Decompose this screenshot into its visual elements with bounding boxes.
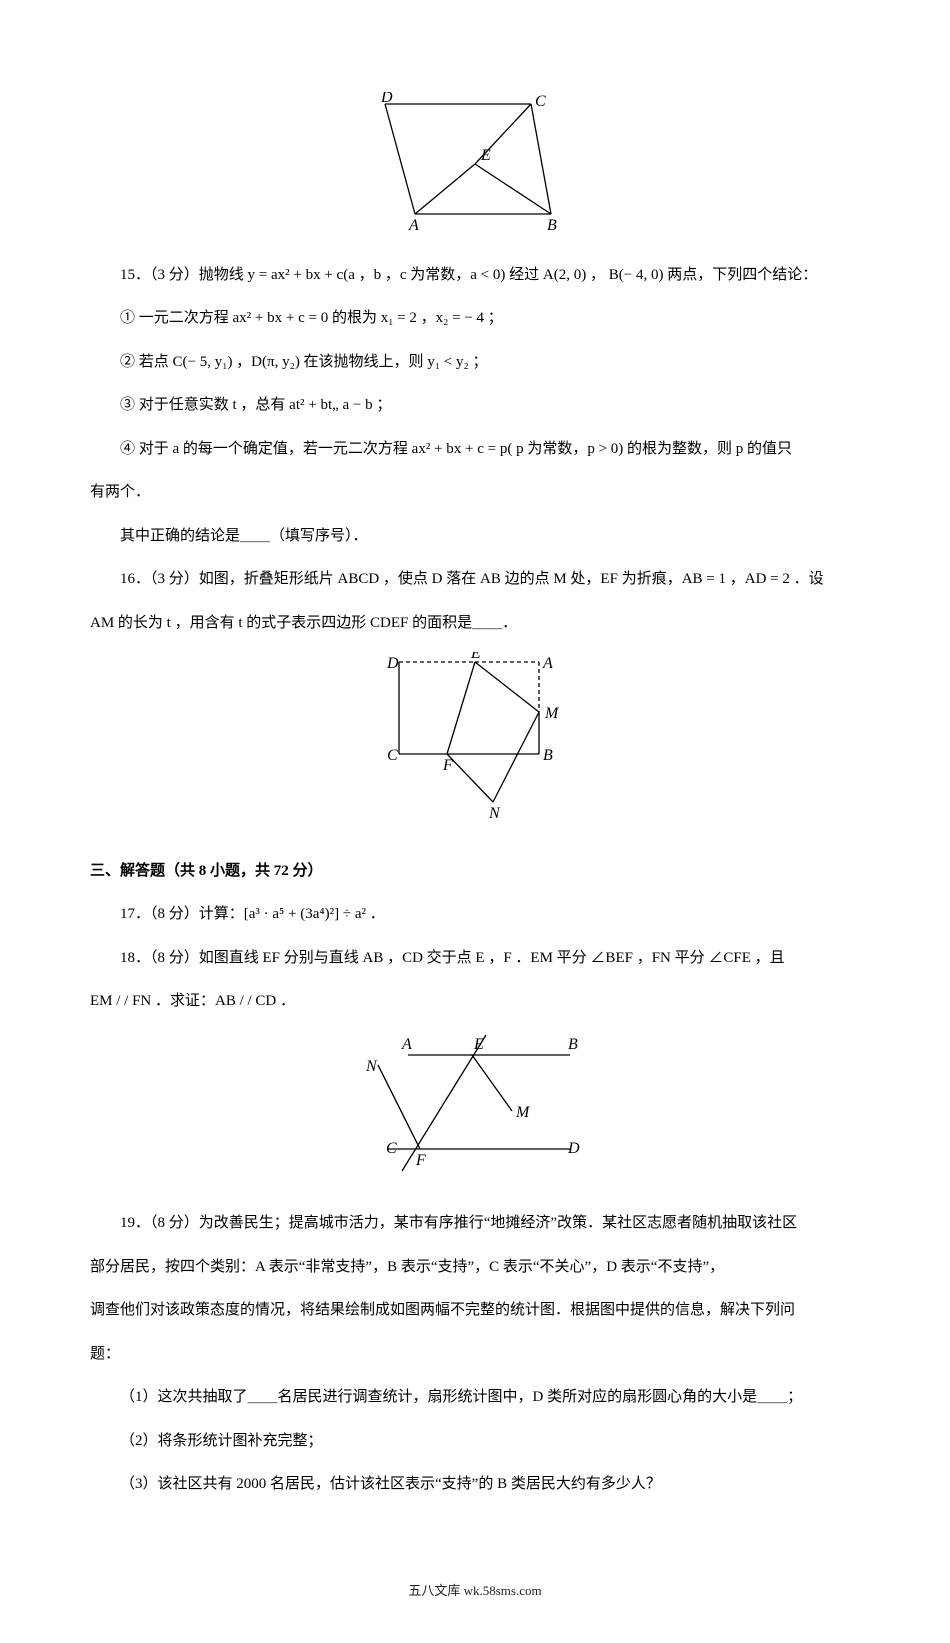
q15-B: B(− 4, 0) <box>609 267 667 283</box>
q15-mid1: 经过 <box>509 267 543 283</box>
q19-l3: 调查他们对该政策态度的情况，将结果绘制成如图两幅不完整的统计图．根据图中提供的信… <box>90 1296 860 1325</box>
svg-text:C: C <box>387 747 398 764</box>
svg-text:A: A <box>401 1036 412 1053</box>
q16-line1-text: 16．（3 分）如图，折叠矩形纸片 ABCD ，使点 D 落在 AB 边的点 M… <box>120 571 824 587</box>
fig1-svg: A B D C E <box>375 92 575 232</box>
svg-text:M: M <box>544 705 560 722</box>
svg-text:C: C <box>535 93 546 110</box>
svg-text:N: N <box>365 1058 378 1075</box>
svg-text:F: F <box>415 1152 426 1169</box>
q15-s3: ③ 对于任意实数 t ，总有 at² + bt„ a − b ； <box>90 391 860 420</box>
q17: 17．（8 分）计算：[a³ · a⁵ + (3a⁴)²] ÷ a² ． <box>90 900 860 929</box>
q15-s2: ② 若点 C(− 5, y₁) ，D(π, y₂) 在该抛物线上，则 y₁ < … <box>90 348 860 377</box>
q15-s4tail: 有两个． <box>90 478 860 507</box>
fig-fold-rect: D A C B E F M N <box>90 652 860 833</box>
q15-conclusion: 其中正确的结论是＿＿（填写序号）． <box>90 522 860 551</box>
svg-text:D: D <box>380 92 393 106</box>
q19-l1: 19．（8 分）为改善民生；提高城市活力，某市有序推行“地摊经济”改策．某社区志… <box>90 1209 860 1238</box>
svg-text:A: A <box>542 655 553 672</box>
svg-text:E: E <box>480 147 491 164</box>
q15-s2b: y₁ < y₂ ； <box>427 354 487 370</box>
q16-line1: 16．（3 分）如图，折叠矩形纸片 ABCD ，使点 D 落在 AB 边的点 M… <box>90 565 860 594</box>
q16-line2: AM 的长为 t ，用含有 t 的式子表示四边形 CDEF 的面积是＿＿． <box>90 609 860 638</box>
fig2-svg: D A C B E F M N <box>385 652 565 822</box>
svg-text:N: N <box>488 805 501 822</box>
svg-text:B: B <box>547 217 557 232</box>
q19-p3: （3）该社区共有 2000 名居民，估计该社区表示“支持”的 B 类居民大约有多… <box>90 1470 860 1499</box>
svg-text:E: E <box>470 652 481 662</box>
q15-eq: y = ax² + bx + c(a ，b ，c 为常数，a < 0) <box>248 267 510 283</box>
q18-line1: 18．（8 分）如图直线 EF 分别与直线 AB ，CD 交于点 E ，F ．E… <box>90 944 860 973</box>
section-3-header: 三、解答题（共 8 小题，共 72 分） <box>90 857 860 886</box>
q19-l2: 部分居民，按四个类别：A 表示“非常支持”，B 表示“支持”，C 表示“不关心”… <box>90 1253 860 1282</box>
q15-s2a: ② 若点 C(− 5, y₁) ，D(π, y₂) 在该抛物线上，则 <box>120 354 427 370</box>
q15-tail: 两点，下列四个结论： <box>667 267 817 283</box>
svg-text:B: B <box>568 1036 578 1053</box>
svg-text:E: E <box>473 1036 484 1053</box>
q17-text: 17．（8 分）计算：[a³ · a⁵ + (3a⁴)²] ÷ a² ． <box>120 906 385 922</box>
svg-text:F: F <box>442 757 453 774</box>
page-footer: 五八文库 wk.58sms.com <box>90 1579 860 1604</box>
q19-p1: （1）这次共抽取了＿＿名居民进行调查统计，扇形统计图中，D 类所对应的扇形圆心角… <box>90 1383 860 1412</box>
svg-text:D: D <box>567 1140 580 1157</box>
q18-l2-text: EM / / FN ．求证：AB / / CD ． <box>90 993 295 1009</box>
fig-parallel-lines: A B C D E F M N <box>90 1031 860 1192</box>
q15-s4-text: ④ 对于 a 的每一个确定值，若一元二次方程 ax² + bx + c = p(… <box>120 441 792 457</box>
svg-text:C: C <box>386 1140 397 1157</box>
q15-s1-text: ① 一元二次方程 ax² + bx + c = 0 的根为 x₁ = 2 ，x₂… <box>120 310 503 326</box>
q15-s1: ① 一元二次方程 ax² + bx + c = 0 的根为 x₁ = 2 ，x₂… <box>90 304 860 333</box>
svg-text:M: M <box>515 1104 531 1121</box>
q18-l1-text: 18．（8 分）如图直线 EF 分别与直线 AB ，CD 交于点 E ，F ．E… <box>120 950 785 966</box>
q19-p2: （2）将条形统计图补充完整； <box>90 1427 860 1456</box>
q15-A: A(2, 0) ， <box>543 267 605 283</box>
fig-quad-abcd-e: A B D C E <box>90 92 860 243</box>
q16-line2-text: AM 的长为 t ，用含有 t 的式子表示四边形 CDEF 的面积是＿＿． <box>90 615 517 631</box>
q15-prefix: 15．（3 分）抛物线 <box>120 267 248 283</box>
svg-text:A: A <box>408 217 419 232</box>
q15-s3-text: ③ 对于任意实数 t ，总有 at² + bt„ a − b ； <box>120 397 391 413</box>
q15-stem: 15．（3 分）抛物线 y = ax² + bx + c(a ，b ，c 为常数… <box>90 261 860 290</box>
fig3-svg: A B C D E F M N <box>360 1031 590 1181</box>
q15-s4: ④ 对于 a 的每一个确定值，若一元二次方程 ax² + bx + c = p(… <box>90 435 860 464</box>
svg-text:B: B <box>543 747 553 764</box>
q18-line2: EM / / FN ．求证：AB / / CD ． <box>90 987 860 1016</box>
svg-text:D: D <box>386 655 399 672</box>
